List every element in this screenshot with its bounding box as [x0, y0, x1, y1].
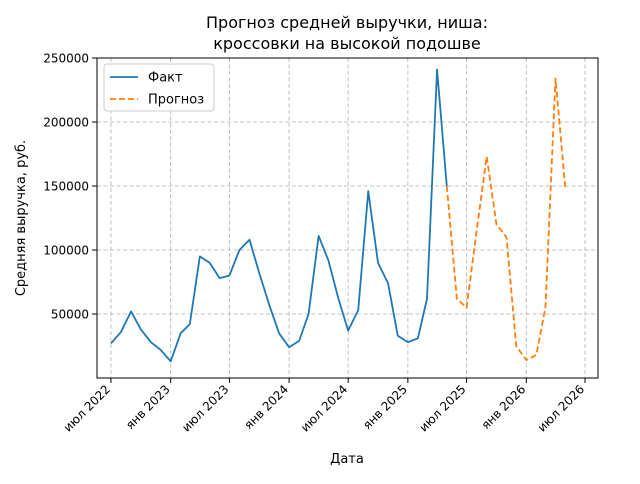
- y-axis-label: Средняя выручка, руб.: [14, 140, 29, 296]
- chart-title-line: Прогноз средней выручки, ниша:: [206, 13, 488, 32]
- y-tick-label: 150000: [43, 180, 89, 194]
- legend-label: Факт: [148, 71, 183, 86]
- y-axis: 50000 100000 150000 200000 250000: [43, 52, 97, 322]
- series-forecast-line: [445, 77, 567, 361]
- legend: Факт Прогноз: [103, 63, 215, 112]
- grid: [97, 57, 598, 378]
- y-tick-label: 250000: [43, 52, 89, 66]
- y-tick-label: 50000: [51, 308, 89, 322]
- y-tick-label: 100000: [43, 244, 89, 258]
- series-fact-line: [110, 68, 448, 363]
- y-tick-label: 200000: [43, 116, 89, 130]
- chart-title-line: кроссовки на высокой подошве: [213, 34, 481, 53]
- legend-label: Прогноз: [148, 93, 204, 108]
- plot-frame: [96, 57, 599, 379]
- x-axis-label: Дата: [330, 452, 364, 467]
- chart-title: Прогноз средней выручки, ниша: кроссовки …: [206, 13, 488, 53]
- series-lines: [110, 68, 567, 363]
